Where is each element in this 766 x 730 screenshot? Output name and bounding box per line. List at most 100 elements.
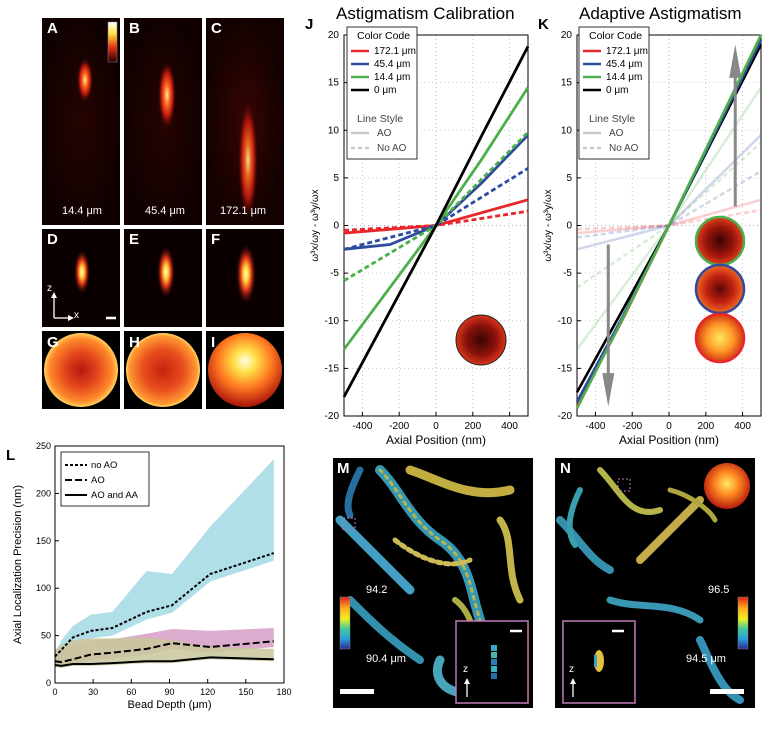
legend-item-1: 45.4 μm [606,59,642,70]
colorbar-n [737,596,749,650]
psf-spot-d [74,250,90,294]
roi-box-m [342,517,356,531]
panel-label-i: I [211,334,216,351]
series-0m-ao [342,45,530,398]
legend-box [346,26,418,160]
x-tick-label: 400 [734,421,751,432]
inset-z-label-m: z [463,664,468,675]
panel-label-d: D [47,231,58,248]
pupil-inset-j [455,314,507,366]
y-tick-label-l: 0 [46,678,51,688]
series-l-ao [54,640,274,664]
x-tick-label: -400 [352,421,372,432]
depth-label-b: 45.4 μm [145,205,185,217]
legend-style-noao: No AO [609,143,639,154]
y-tick-label: -20 [558,411,573,422]
legend-style-ao: AO [609,128,624,139]
psf-spot-f [236,244,256,304]
x-tick-label: 200 [697,421,714,432]
panel-label-k: K [538,16,549,33]
y-tick-label: 5 [333,173,339,184]
legend-item-2: 14.4 μm [606,72,642,83]
panel-label-l: L [6,447,16,464]
y-tick-label: -15 [325,363,340,374]
y-tick-label: -15 [558,363,573,374]
legend-style-noao: No AO [377,143,407,154]
scale-bar-n [710,689,744,694]
colorbar-m-top: 94.2 [366,584,388,596]
colorbar-m [339,596,351,650]
legend-item-1: 45.4 μm [374,59,410,70]
axis-z-label: z [47,283,52,294]
pupil-inset-k-green [694,215,746,267]
chart-title-k: Adaptive Astigmatism [579,4,742,23]
colorbar-n-bottom: 94.5 μm [686,653,726,665]
arrow-up-head [729,44,742,78]
panel-label-f: F [211,231,221,248]
legend-item-l-2: AO and AA [91,490,139,501]
scale-bar-m [340,689,374,694]
series-l-ao-and-aa [54,656,274,667]
x-tick-label: 0 [666,421,672,432]
x-axis-label-l: Bead Depth (μm) [128,699,212,711]
legend-style-heading: Line Style [589,113,635,125]
chart-k: -400 -200 0 200 400 -20 -15 -10 -5 0 5 10 15 20 Axial … [543,26,763,447]
depth-label-a: 14.4 μm [62,205,102,217]
y-tick-label: -20 [325,411,340,422]
y-tick-label: 5 [566,173,572,184]
legend-item-2: 14.4 μm [374,72,410,83]
panel-label-n: N [560,460,571,477]
y-tick-label-l: 200 [36,488,51,498]
y-axis-label: ω³x/ωy - ω³y/ωx [310,189,321,261]
y-tick-label: 10 [561,125,573,136]
psf-colorbar [107,21,118,63]
y-tick-label-l: 150 [36,536,51,546]
legend-item-l-0: no AO [91,460,117,471]
pupil-n [704,463,750,509]
y-tick-label: 0 [566,221,572,232]
x-tick-label-l: 0 [52,687,57,697]
x-tick-label-l: 60 [126,687,136,697]
y-tick-label-l: 100 [36,583,51,593]
y-tick-label: 10 [328,125,340,136]
y-tick-label: 15 [328,78,340,89]
legend-color-heading: Color Code [589,30,642,42]
panel-label-g: G [47,334,59,351]
y-tick-label: -5 [330,268,339,279]
legend-item-0: 172.1 μm [606,46,648,57]
y-axis-label: ω³x/ωy - ω³y/ωx [543,189,554,261]
y-tick-label: 0 [333,221,339,232]
x-tick-label-l: 150 [238,687,253,697]
y-tick-label-l: 50 [41,631,51,641]
x-tick-label-l: 180 [276,687,291,697]
legend-item-3: 0 μm [606,85,628,96]
y-tick-label: 20 [561,30,573,41]
x-tick-label: 200 [464,421,481,432]
pupil-inset-k-red [694,312,746,364]
precision-band-2 [55,637,274,668]
y-axis-label-l: Axial Localization Precision (nm) [12,485,24,644]
pupil-i [208,333,282,407]
x-tick-label-l: 120 [200,687,215,697]
colorbar-n-top: 96.5 [708,584,730,596]
x-tick-label: 0 [433,421,439,432]
panel-label-b: B [129,20,140,37]
chart-l: 0 30 60 90 120 150 180 0 50 100 150 200 250 Bead Dept… [12,441,292,711]
legend-item-0: 172.1 μm [374,46,416,57]
inset-z-label-n: z [569,664,574,675]
psf-spot-b [158,61,176,129]
panel-label-c: C [211,20,222,37]
axis-x-arrowhead [68,315,74,321]
panel-label-m: M [337,460,350,477]
legend-item-3: 0 μm [374,85,396,96]
y-tick-label: 20 [328,30,340,41]
x-tick-label: 400 [501,421,518,432]
inset-psf-m [491,645,497,679]
series-l-no-ao [54,552,275,658]
legend-style-heading: Line Style [357,113,403,125]
panel-label-j: J [305,16,314,33]
psf-spot-e [157,246,175,298]
panel-label-a: A [47,20,58,37]
y-tick-label: -10 [325,316,340,327]
